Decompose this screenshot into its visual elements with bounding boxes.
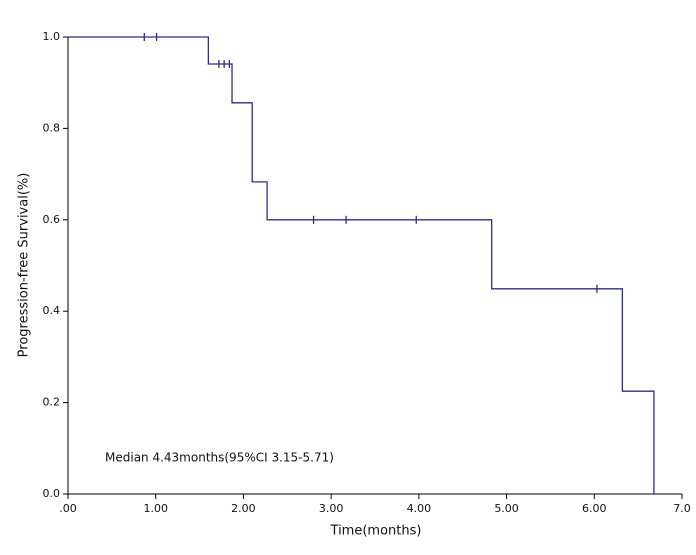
x-tick-label: 1.00: [143, 502, 168, 515]
y-tick-label: 0.6: [43, 213, 61, 226]
x-tick-label: 3.00: [319, 502, 344, 515]
x-tick-label: 6.00: [582, 502, 607, 515]
x-tick-label: .00: [59, 502, 77, 515]
x-axis-label: Time(months): [330, 524, 422, 539]
x-tick-label: 4.00: [407, 502, 432, 515]
y-tick-label: 0.8: [43, 121, 61, 134]
y-tick-label: 0.0: [43, 487, 61, 500]
y-tick-label: 0.4: [43, 304, 61, 317]
y-tick-label: 0.2: [43, 396, 61, 409]
survival-curve: [68, 36, 655, 494]
y-axis-label: Progression-free Survival(%): [17, 173, 32, 358]
x-tick-label: 2.00: [231, 502, 256, 515]
x-tick-label: 5.00: [494, 502, 519, 515]
y-tick-label: 1.0: [43, 30, 61, 43]
x-tick-label: 7.0: [673, 502, 691, 515]
annotation: Median 4.43months(95%CI 3.15-5.71): [105, 451, 334, 465]
